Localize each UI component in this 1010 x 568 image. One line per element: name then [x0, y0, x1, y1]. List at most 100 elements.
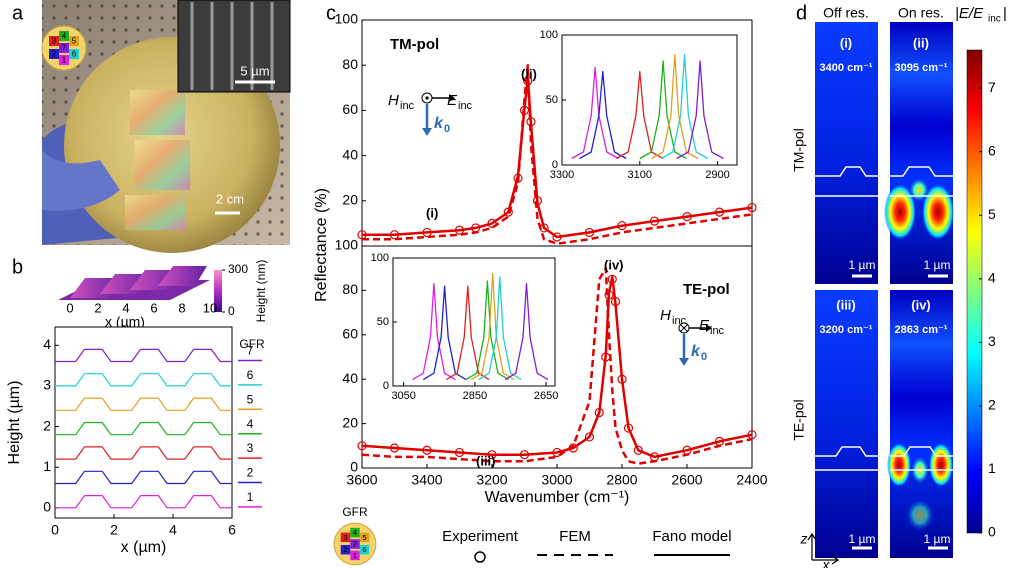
field-label: E	[699, 317, 710, 334]
panel-label: b	[12, 256, 23, 278]
y-tick-label: 80	[342, 56, 358, 72]
map-frequency: 3200 cm⁻¹	[820, 324, 873, 336]
y-tick-label: 40	[342, 146, 358, 162]
x-tick-label: 2400	[736, 471, 767, 487]
field-symbol	[680, 324, 688, 332]
panel-label: a	[12, 2, 24, 24]
x-tick-label: 2900	[705, 169, 729, 181]
series-line	[55, 373, 232, 387]
badge-cell	[350, 550, 360, 561]
legend-label: 4	[247, 417, 254, 431]
series-line	[412, 282, 456, 381]
x-tick-label: 6	[150, 300, 157, 315]
x-tick-label: 2	[110, 521, 118, 537]
colorbar-tick-label: 7	[988, 79, 996, 95]
y-tick-label: 0	[383, 380, 389, 392]
field-label: H	[388, 92, 399, 109]
field-arrow	[706, 324, 712, 332]
field-label-sub: 0	[701, 351, 707, 363]
badge-cell	[350, 539, 360, 549]
axis-label: Height (µm)	[6, 381, 23, 465]
colorbar-tick-label: 300	[228, 262, 248, 276]
annotation: (i)	[426, 205, 438, 220]
y-tick-label: 40	[342, 370, 358, 386]
series-line	[579, 70, 627, 160]
badge-cell	[340, 532, 351, 543]
scale-label: 5 µm	[240, 63, 269, 78]
x-tick-label: 3100	[628, 169, 652, 181]
badge-number: 1	[353, 551, 357, 560]
scale-label: 1 µm	[849, 258, 876, 272]
annotation: TE-pol	[683, 281, 730, 298]
legend-label: Fano model	[652, 528, 731, 545]
row-header: TM-pol	[791, 128, 807, 172]
badge-number: 4	[353, 528, 357, 537]
column-header: On res.	[898, 5, 944, 21]
series-line	[571, 66, 619, 160]
legend-label: 5	[247, 392, 254, 406]
map-label: (i)	[840, 35, 852, 50]
series-line	[422, 285, 467, 381]
panel-label: c	[326, 2, 336, 24]
y-tick-label: 50	[377, 316, 389, 328]
badge-cell	[59, 31, 69, 41]
badge-number: 7	[62, 44, 67, 53]
y-tick-label: 50	[546, 94, 558, 106]
badge-cell	[59, 55, 69, 65]
x-tick-label: 2850	[463, 390, 487, 402]
plot-frame	[392, 257, 556, 387]
badge-cell	[359, 532, 370, 543]
field-label-sub: inc	[458, 100, 473, 112]
legend-label: 6	[247, 368, 254, 382]
y-tick-label: 1	[43, 458, 51, 474]
series-line	[55, 397, 232, 411]
badge-number: 2	[52, 50, 57, 59]
legend-title: GFR	[342, 505, 368, 519]
map-label: (ii)	[913, 35, 929, 50]
legend-label: 3	[247, 441, 254, 455]
colorbar-tick-label: 1	[988, 460, 996, 476]
series-line	[55, 348, 232, 363]
map-label: (iv)	[911, 297, 931, 312]
badge-cell	[49, 49, 59, 59]
legend-label: FEM	[559, 528, 591, 545]
x-tick-label: 2	[94, 300, 101, 315]
y-tick-label: 60	[342, 101, 358, 117]
map-label: (iii)	[836, 297, 856, 312]
colorbar-label-sub: inc	[988, 14, 1001, 25]
badge-cell	[69, 49, 79, 59]
y-tick-label: 20	[342, 192, 358, 208]
surface-inset	[58, 266, 222, 312]
series-line	[361, 275, 753, 459]
legend-label: Experiment	[442, 528, 519, 545]
y-tick-label: 3	[43, 377, 51, 393]
y-tick-label: 20	[342, 414, 358, 430]
axis-label: x (µm)	[105, 314, 145, 330]
data-point	[584, 432, 595, 442]
y-tick-label: 80	[342, 281, 358, 297]
colorbar-label: |	[1003, 5, 1007, 22]
badge-cell	[69, 36, 79, 46]
y-tick-label: 100	[371, 252, 389, 264]
photo: 5 µm 2 cm	[42, 0, 291, 253]
x-tick-label: 6	[228, 521, 236, 537]
x-tick-label: 3400	[411, 471, 442, 487]
y-tick-label: 100	[540, 29, 558, 41]
colorbar-tick-label: 0	[988, 524, 996, 540]
badge-cell	[49, 36, 59, 46]
colorbar-label: Height (nm)	[254, 260, 268, 323]
map-frequency: 2863 cm⁻¹	[895, 324, 948, 336]
colorbar-tick-label: 6	[988, 142, 996, 158]
colorbar-tick-label: 3	[988, 333, 996, 349]
y-tick-label: 100	[335, 11, 359, 27]
x-tick-label: 3000	[541, 471, 572, 487]
field-label-sub: inc	[710, 325, 725, 337]
scale-label: 1 µm	[924, 532, 951, 546]
x-tick-label: 3200	[476, 471, 507, 487]
map-frequency: 3400 cm⁻¹	[820, 62, 873, 74]
legend-label: 2	[247, 466, 254, 480]
axis-label: z	[800, 531, 808, 547]
x-tick-label: 10	[203, 300, 217, 315]
series-line	[465, 280, 510, 381]
y-tick-label: 2	[43, 417, 51, 433]
